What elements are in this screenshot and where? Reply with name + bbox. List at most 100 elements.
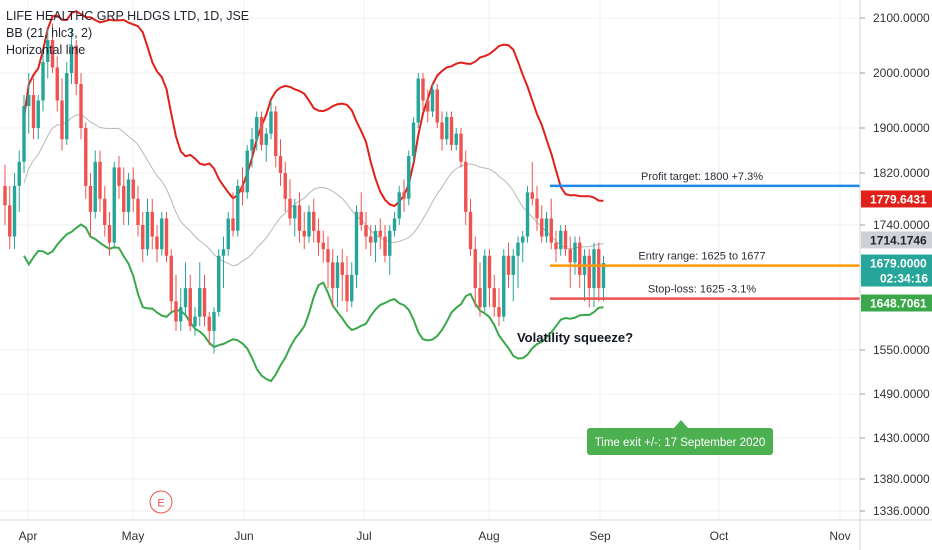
bb-lower-line: [23, 223, 604, 383]
candle: [521, 230, 525, 263]
candle: [174, 274, 178, 331]
candle: [202, 274, 207, 327]
horizontal-line[interactable]: Profit target: 1800 +7.3%: [550, 171, 860, 188]
candle: [478, 262, 482, 317]
candle: [559, 225, 563, 256]
candle: [483, 249, 487, 312]
candle: [578, 236, 582, 289]
y-tick-label: 1490.0000: [873, 387, 930, 401]
legend-indicator[interactable]: BB (21, hlc3, 2): [6, 26, 93, 40]
candle: [288, 179, 292, 225]
candle: [502, 249, 506, 322]
countdown-label: 02:34:16: [880, 272, 928, 286]
chart-legend: LIFE HEALTHC GRP HLDGS LTD, 1D, JSE BB (…: [6, 8, 249, 59]
x-tick-label: Nov: [829, 529, 850, 543]
candle: [364, 211, 368, 250]
candle: [326, 236, 330, 289]
horizontal-line[interactable]: Entry range: 1625 to 1677: [550, 251, 860, 267]
candle: [12, 173, 17, 250]
candle: [411, 117, 416, 162]
candle: [563, 225, 568, 256]
candle: [454, 128, 458, 151]
candle: [392, 211, 397, 237]
x-tick-label: Sep: [589, 529, 611, 543]
x-tick-label: Oct: [710, 529, 729, 543]
x-tick-label: May: [122, 529, 145, 543]
candle: [430, 84, 435, 117]
candle: [236, 179, 240, 237]
candle: [93, 150, 97, 219]
legend-drawing[interactable]: Horizontal line: [6, 43, 86, 57]
candle: [240, 167, 245, 206]
x-tick-label: Aug: [478, 529, 499, 543]
candle: [468, 198, 473, 256]
candle: [212, 307, 216, 354]
candle: [88, 173, 93, 237]
candle: [307, 205, 311, 243]
candle: [179, 288, 183, 331]
legend-title[interactable]: LIFE HEALTHC GRP HLDGS LTD, 1D, JSE: [6, 9, 250, 23]
candle: [126, 173, 131, 225]
candle: [497, 288, 501, 327]
candle: [169, 249, 173, 312]
y-axis[interactable]: 2100.0000 2000.0000 1900.0000 1820.0000 1740…: [860, 11, 930, 518]
y-tick-label: 1550.0000: [873, 343, 930, 357]
candle: [369, 225, 373, 256]
candle: [388, 225, 392, 275]
candle: [568, 236, 572, 289]
candle: [345, 255, 349, 312]
candle: [3, 164, 7, 225]
price-tag: 1779.6431: [861, 190, 932, 208]
candle: [350, 262, 354, 308]
candle: [221, 236, 226, 289]
candle: [255, 111, 259, 151]
candle: [359, 192, 363, 231]
candle: [421, 73, 425, 112]
candle: [193, 307, 197, 336]
candle: [316, 218, 321, 256]
candle: [544, 211, 549, 243]
candle: [321, 230, 325, 263]
horizontal-line-label: Profit target: 1800 +7.3%: [641, 171, 763, 183]
candle: [554, 230, 558, 263]
candle: [354, 205, 359, 289]
candle: [122, 167, 126, 225]
candle: [383, 225, 387, 263]
horizontal-lines[interactable]: Profit target: 1800 +7.3% Entry range: 16…: [550, 171, 860, 300]
candle: [231, 192, 235, 237]
candle: [573, 236, 577, 275]
candle: [464, 150, 468, 225]
earnings-marker[interactable]: E: [149, 490, 173, 514]
candle: [487, 249, 492, 308]
price-tag-value: 1648.7061: [870, 296, 927, 310]
candle: [402, 179, 406, 212]
candle: [397, 185, 401, 225]
time-exit-callout[interactable]: Time exit +/-: 17 September 2020: [587, 420, 773, 455]
volatility-squeeze-note[interactable]: Volatility squeeze?: [517, 330, 633, 345]
x-axis[interactable]: Apr May Jun Jul Aug Sep Oct Nov: [19, 529, 851, 543]
horizontal-line-label: Entry range: 1625 to 1677: [638, 251, 765, 263]
horizontal-line[interactable]: Stop-loss: 1625 -3.1%: [550, 284, 860, 300]
x-tick-label: Apr: [19, 529, 38, 543]
price-tag: 1648.7061: [861, 294, 932, 312]
candle: [540, 205, 544, 243]
candle: [445, 111, 449, 145]
price-tag-value: 1679.0000: [870, 257, 927, 271]
candle: [525, 185, 530, 243]
y-tick-label: 1900.0000: [873, 121, 930, 135]
candle: [250, 128, 254, 168]
candle: [269, 100, 273, 140]
candle: [74, 40, 78, 95]
candle: [155, 225, 159, 263]
candle: [226, 211, 230, 256]
candle: [207, 311, 211, 346]
candle: [297, 192, 302, 243]
candle: [17, 150, 21, 212]
candle: [145, 198, 150, 256]
candle: [164, 211, 169, 263]
candle: [449, 111, 454, 151]
candle: [141, 211, 145, 263]
